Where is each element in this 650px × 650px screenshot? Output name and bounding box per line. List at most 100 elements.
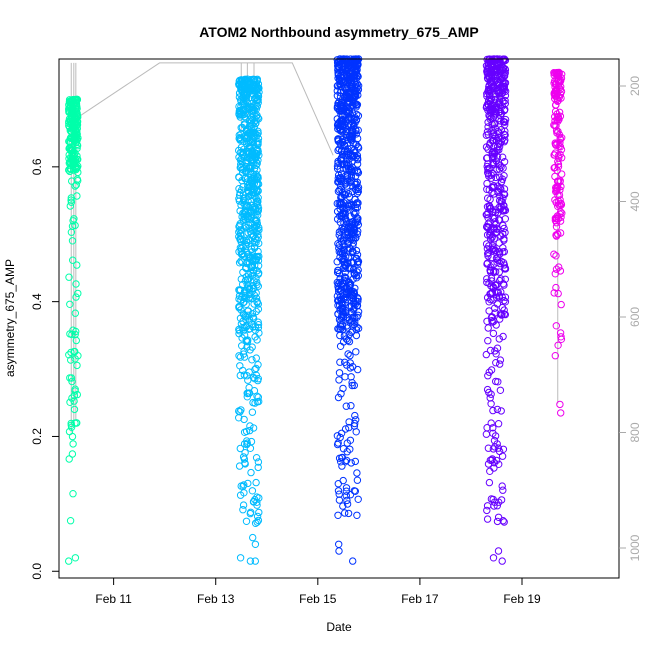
- data-point: [255, 329, 263, 337]
- data-point: [333, 115, 341, 123]
- data-point: [493, 258, 501, 266]
- data-point: [483, 92, 491, 100]
- data-point: [495, 165, 504, 173]
- data-point: [497, 496, 506, 504]
- data-point: [339, 72, 348, 80]
- data-point: [354, 311, 362, 319]
- data-point: [342, 484, 351, 492]
- data-point: [72, 164, 80, 173]
- data-point: [552, 214, 560, 222]
- data-point: [73, 105, 81, 113]
- data-point: [489, 170, 497, 178]
- data-point: [344, 509, 353, 518]
- data-point: [237, 143, 246, 152]
- data-point: [494, 288, 502, 296]
- data-point: [344, 240, 352, 248]
- data-point: [342, 274, 350, 282]
- data-point: [236, 156, 245, 164]
- data-point: [243, 131, 252, 140]
- data-point: [237, 96, 245, 104]
- data-point: [254, 252, 262, 261]
- data-point: [553, 69, 561, 77]
- data-point: [341, 268, 349, 277]
- data-point: [254, 305, 263, 313]
- data-point: [73, 127, 81, 136]
- data-point: [340, 219, 348, 227]
- data-point: [341, 373, 349, 381]
- data-point: [71, 182, 79, 190]
- data-point: [236, 136, 244, 144]
- data-point: [554, 127, 562, 136]
- data-point: [239, 243, 247, 251]
- data-point: [487, 390, 495, 398]
- data-point: [354, 495, 362, 503]
- data-point: [74, 289, 82, 298]
- data-point: [236, 491, 245, 499]
- data-point: [556, 400, 564, 409]
- data-point: [346, 281, 354, 290]
- data-point: [243, 372, 251, 380]
- data-point: [486, 266, 495, 275]
- data-point: [252, 256, 260, 264]
- data-point: [485, 298, 493, 306]
- data-point: [69, 490, 77, 498]
- data-point: [493, 517, 502, 526]
- data-point: [556, 178, 564, 186]
- data-point: [65, 455, 73, 463]
- data-point: [353, 511, 361, 519]
- data-point: [488, 148, 496, 157]
- data-point: [354, 185, 362, 194]
- data-point: [556, 76, 564, 84]
- data-point: [352, 115, 361, 124]
- data-point: [65, 351, 73, 359]
- data-point: [235, 352, 243, 360]
- data-point: [238, 159, 246, 168]
- data-point: [343, 107, 351, 116]
- data-point: [337, 155, 345, 163]
- data-point: [483, 424, 491, 432]
- data-point: [488, 188, 496, 197]
- data-point: [345, 99, 354, 107]
- data-point: [243, 389, 251, 397]
- data-point: [482, 350, 490, 359]
- data-point: [73, 175, 82, 183]
- data-point: [495, 268, 503, 276]
- data-point: [334, 101, 342, 110]
- data-point: [498, 557, 506, 565]
- data-point: [490, 152, 498, 161]
- x-axis: Feb 11 Feb 13 Feb 15 Feb 17 Feb 19: [95, 578, 541, 606]
- data-point: [336, 174, 344, 183]
- data-point: [238, 81, 247, 89]
- y2-tick-label: 800: [628, 422, 642, 442]
- data-point: [239, 191, 248, 199]
- x-tick-label: Feb 15: [299, 592, 337, 606]
- data-point: [336, 56, 345, 65]
- data-point: [340, 235, 348, 243]
- data-point: [349, 242, 357, 250]
- cluster-2: [235, 75, 263, 565]
- data-point: [254, 138, 262, 146]
- data-point: [333, 87, 341, 95]
- data-point: [65, 117, 73, 126]
- data-point: [495, 89, 503, 98]
- data-point: [501, 66, 510, 74]
- data-point: [550, 151, 559, 159]
- data-point: [245, 368, 253, 376]
- data-point: [500, 205, 509, 213]
- data-point: [346, 351, 354, 360]
- data-point: [245, 104, 254, 113]
- data-point: [496, 356, 505, 364]
- data-point: [335, 369, 344, 377]
- data-point: [244, 139, 252, 147]
- data-point: [347, 70, 355, 78]
- data-point: [497, 197, 505, 206]
- data-point: [71, 330, 79, 339]
- data-point: [253, 173, 261, 181]
- data-point: [551, 101, 560, 109]
- x-tick-label: Feb 13: [197, 592, 235, 606]
- data-point: [72, 138, 80, 147]
- data-point: [487, 419, 495, 427]
- data-point: [495, 133, 503, 142]
- data-point: [73, 361, 81, 370]
- data-point: [242, 264, 250, 273]
